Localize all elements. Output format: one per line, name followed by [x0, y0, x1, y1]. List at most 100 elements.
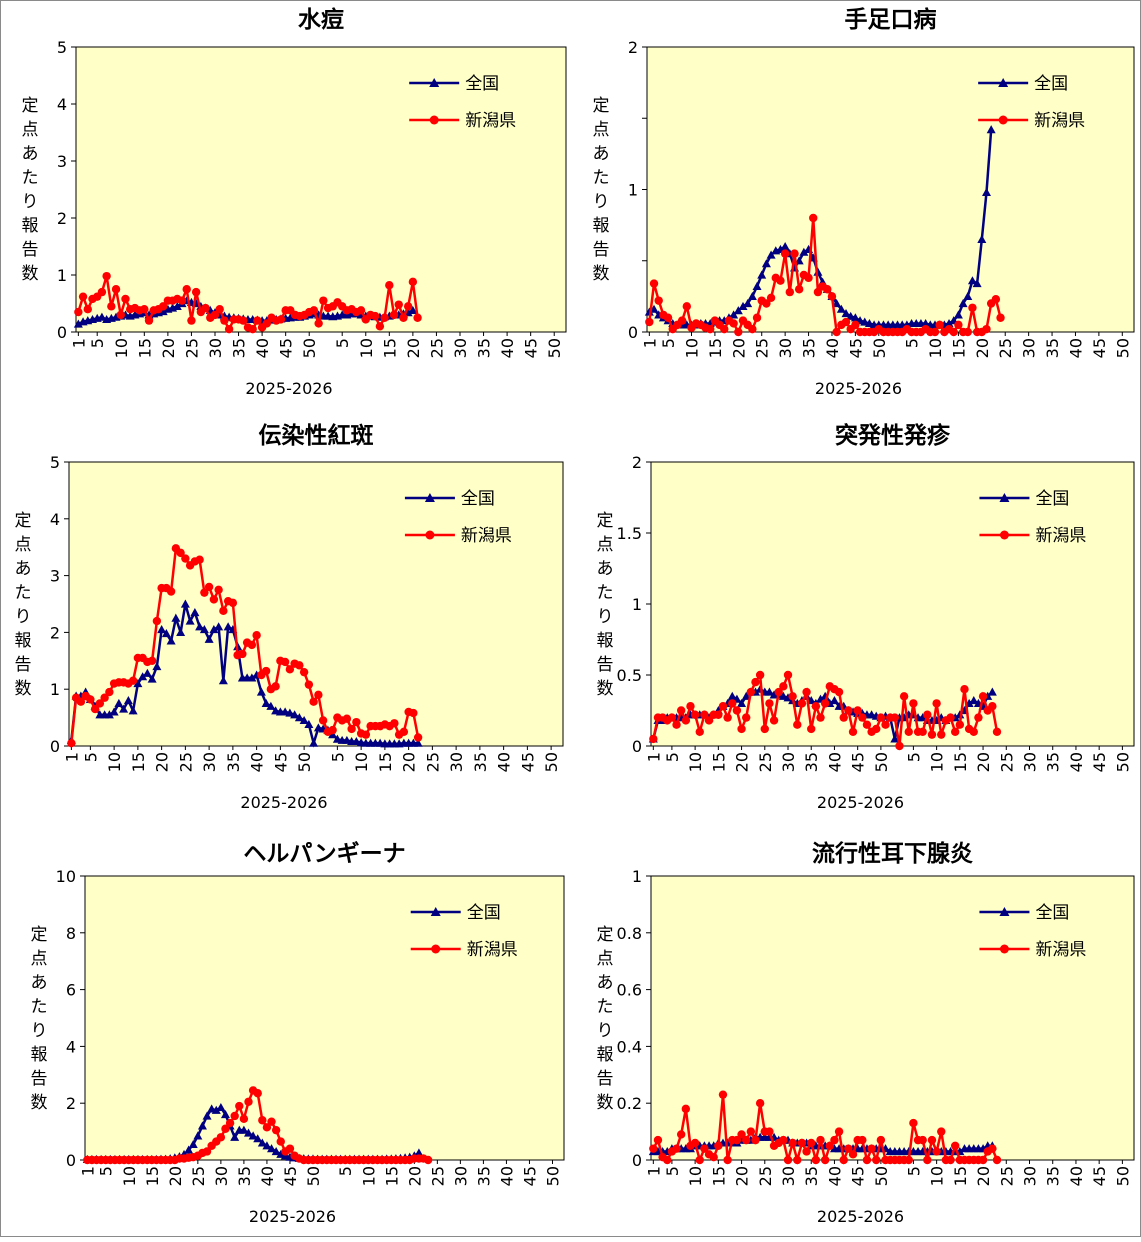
x-tick-label: 5: [336, 1166, 355, 1176]
niigata-point: [706, 324, 715, 334]
y-axis-label-char: た: [597, 997, 614, 1017]
national-point: [197, 1121, 207, 1130]
x-tick-label: 50: [545, 338, 564, 358]
x-tick-label: 25: [427, 338, 446, 358]
chart-title: ヘルパンギーナ: [243, 841, 405, 867]
niigata-point: [844, 1144, 853, 1153]
national-point: [142, 668, 152, 677]
x-tick-label: 15: [706, 338, 725, 358]
niigata-point: [848, 727, 858, 736]
x-tick-label: 10: [928, 1166, 947, 1186]
y-axis-label-char: 数: [593, 264, 610, 284]
x-tick-label: 35: [471, 752, 490, 772]
x-tick-label: 50: [542, 752, 561, 772]
niigata-point: [811, 1155, 821, 1165]
national-point: [214, 622, 224, 631]
niigata-point: [765, 1127, 774, 1136]
national-point: [199, 625, 209, 634]
niigata-point: [649, 734, 658, 744]
national-point: [239, 1125, 249, 1134]
legend-triangle-marker: [999, 907, 1010, 916]
niigata-point: [304, 680, 314, 689]
y-axis-label-char: 点: [593, 120, 610, 140]
niigata-point: [809, 213, 818, 223]
niigata-point: [825, 1141, 835, 1151]
niigata-point: [247, 640, 257, 650]
niigata-point: [399, 313, 408, 322]
niigata-point: [992, 727, 1002, 736]
niigata-point: [732, 1135, 742, 1145]
niigata-point: [718, 702, 728, 711]
y-axis-label-char: 点: [31, 949, 48, 969]
national-point: [850, 313, 860, 322]
national-point: [271, 1146, 281, 1156]
niigata-point: [413, 733, 423, 742]
national-point: [171, 613, 181, 622]
national-point: [209, 625, 219, 634]
x-tick-label: 30: [776, 338, 795, 358]
niigata-point: [746, 687, 756, 697]
niigata-point: [319, 296, 328, 305]
y-tick-label: 2: [632, 453, 642, 472]
x-tick-label: 30: [451, 338, 470, 358]
x-tick-label: 25: [997, 752, 1016, 772]
niigata-point: [823, 285, 832, 294]
niigata-point: [667, 713, 677, 722]
national-point: [741, 691, 751, 700]
niigata-point: [909, 699, 918, 708]
national-point: [123, 696, 133, 705]
national-point: [261, 698, 271, 707]
x-tick-label: 10: [686, 752, 705, 772]
niigata-point: [751, 1135, 760, 1145]
y-axis-label-char: 告: [597, 1069, 614, 1089]
y-axis-label-char: あ: [593, 144, 610, 164]
plot-area: [646, 46, 1135, 333]
niigata-point: [200, 588, 209, 597]
niigata-point: [187, 316, 196, 325]
national-point: [109, 707, 119, 716]
x-axis-label: 2025-2026: [245, 379, 332, 398]
x-tick-label: 40: [248, 752, 267, 772]
national-point: [104, 710, 114, 719]
niigata-point: [816, 1135, 825, 1145]
legend-label: 全国: [465, 74, 499, 94]
national-point: [733, 306, 743, 315]
niigata-point: [723, 713, 732, 722]
y-tick-label: 6: [66, 981, 76, 1000]
x-tick-label: 25: [753, 338, 772, 358]
x-tick-label: 50: [1113, 338, 1132, 358]
niigata-point: [807, 724, 816, 734]
x-tick-label: 15: [709, 1166, 728, 1186]
niigata-point: [252, 631, 261, 640]
x-tick-label: 10: [112, 338, 131, 358]
niigata-point: [872, 724, 881, 734]
niigata-point: [904, 727, 913, 736]
niigata-point: [783, 670, 793, 680]
chart-title: 水痘: [298, 6, 344, 33]
niigata-point: [676, 706, 686, 715]
x-tick-label: 25: [428, 1166, 447, 1186]
niigata-point: [210, 310, 220, 320]
x-tick-label: 20: [404, 338, 423, 358]
y-axis-label-char: た: [15, 583, 32, 603]
y-axis-label-char: 数: [22, 264, 39, 284]
y-axis-label-char: 報: [22, 216, 39, 236]
x-tick-label: 40: [825, 1166, 844, 1186]
national-point: [972, 279, 982, 288]
niigata-point: [769, 716, 779, 725]
niigata-point: [820, 699, 830, 708]
niigata-point: [867, 1144, 876, 1153]
niigata-point: [841, 317, 851, 327]
x-tick-label: 5: [659, 338, 678, 348]
niigata-point: [793, 1155, 802, 1165]
x-tick-label: 35: [802, 1166, 821, 1186]
x-tick-label: 10: [359, 1166, 378, 1186]
national-point: [166, 636, 176, 645]
niigata-point: [930, 327, 940, 337]
niigata-point: [663, 313, 673, 322]
niigata-point: [295, 661, 304, 670]
niigata-point: [238, 649, 247, 659]
y-axis-label-char: 定: [31, 925, 48, 945]
